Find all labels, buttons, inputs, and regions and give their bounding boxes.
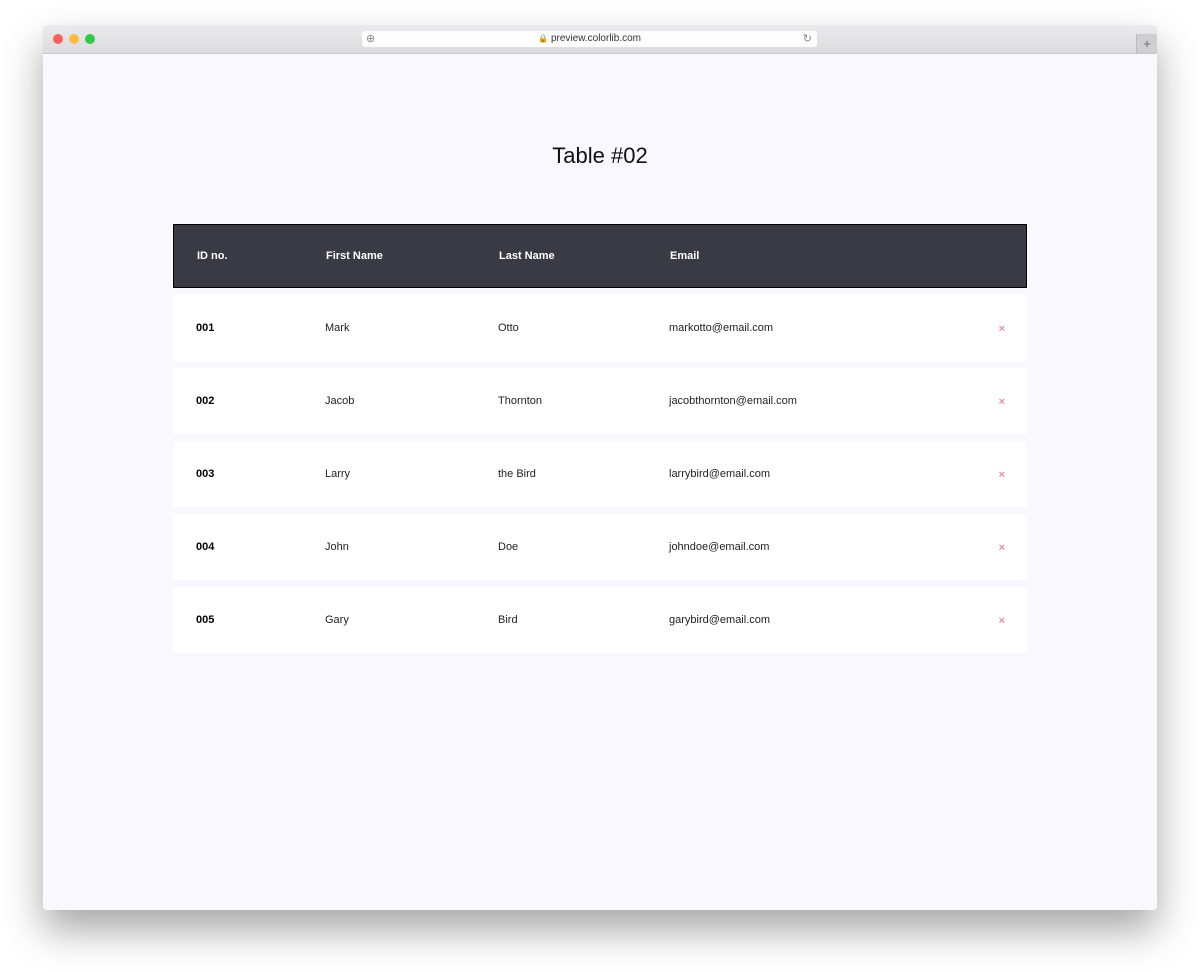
close-icon[interactable]: × [998,323,1005,336]
header-id: ID no. [197,250,228,262]
table-row: 001 Mark Otto markotto@email.com × [173,295,1027,361]
cell-id: 001 [196,322,215,334]
table-row: 003 Larry the Bird larrybird@email.com × [173,441,1027,507]
minimize-window-button[interactable] [69,34,79,44]
header-last-name: Last Name [499,250,555,262]
page-title: Table #02 [552,143,648,168]
cell-last-name: Otto [498,322,519,334]
url-text: preview.colorlib.com [550,33,641,44]
cell-first-name: Gary [325,614,349,626]
cell-email: markotto@email.com [669,322,774,334]
cell-email: garybird@email.com [669,614,771,626]
data-table: ID no. First Name Last Name Email 001 Mar… [173,224,1027,653]
close-window-button[interactable] [53,34,63,44]
close-icon[interactable]: × [998,396,1005,409]
new-tab-button[interactable]: + [1136,34,1157,53]
lock-icon: 🔒 [537,34,548,43]
table-row: 005 Gary Bird garybird@email.com × [173,587,1027,653]
browser-toolbar: ⊕ 🔒 preview.colorlib.com ↻ + [43,25,1157,54]
table-header: ID no. First Name Last Name Email [173,224,1027,288]
cell-email: johndoe@email.com [669,541,770,553]
cell-email: jacobthornton@email.com [669,395,797,407]
cell-id: 003 [196,468,215,480]
close-icon[interactable]: × [998,469,1005,482]
cell-last-name: Bird [498,614,518,626]
table-row: 002 Jacob Thornton jacobthornton@email.com × [173,368,1027,434]
address-bar[interactable]: ⊕ 🔒 preview.colorlib.com ↻ [362,31,817,47]
cell-id: 005 [196,614,215,626]
cell-first-name: Jacob [325,395,355,407]
reload-icon[interactable]: ↻ [802,33,812,45]
cell-first-name: Larry [325,468,351,480]
cell-last-name: Doe [498,541,519,553]
cell-first-name: John [325,541,349,553]
maximize-window-button[interactable] [85,34,95,44]
table-row: 004 John Doe johndoe@email.com × [173,514,1027,580]
cell-last-name: the Bird [498,468,536,480]
share-icon[interactable]: ⊕ [366,33,376,45]
header-first-name: First Name [326,250,383,262]
cell-first-name: Mark [325,322,350,334]
cell-id: 002 [196,395,215,407]
browser-window: ⊕ 🔒 preview.colorlib.com ↻ + Table #02 ID… [43,25,1157,910]
close-icon[interactable]: × [998,542,1005,555]
cell-email: larrybird@email.com [669,468,771,480]
cell-id: 004 [196,541,215,553]
close-icon[interactable]: × [998,615,1005,628]
cell-last-name: Thornton [498,395,543,407]
header-email: Email [670,250,700,262]
